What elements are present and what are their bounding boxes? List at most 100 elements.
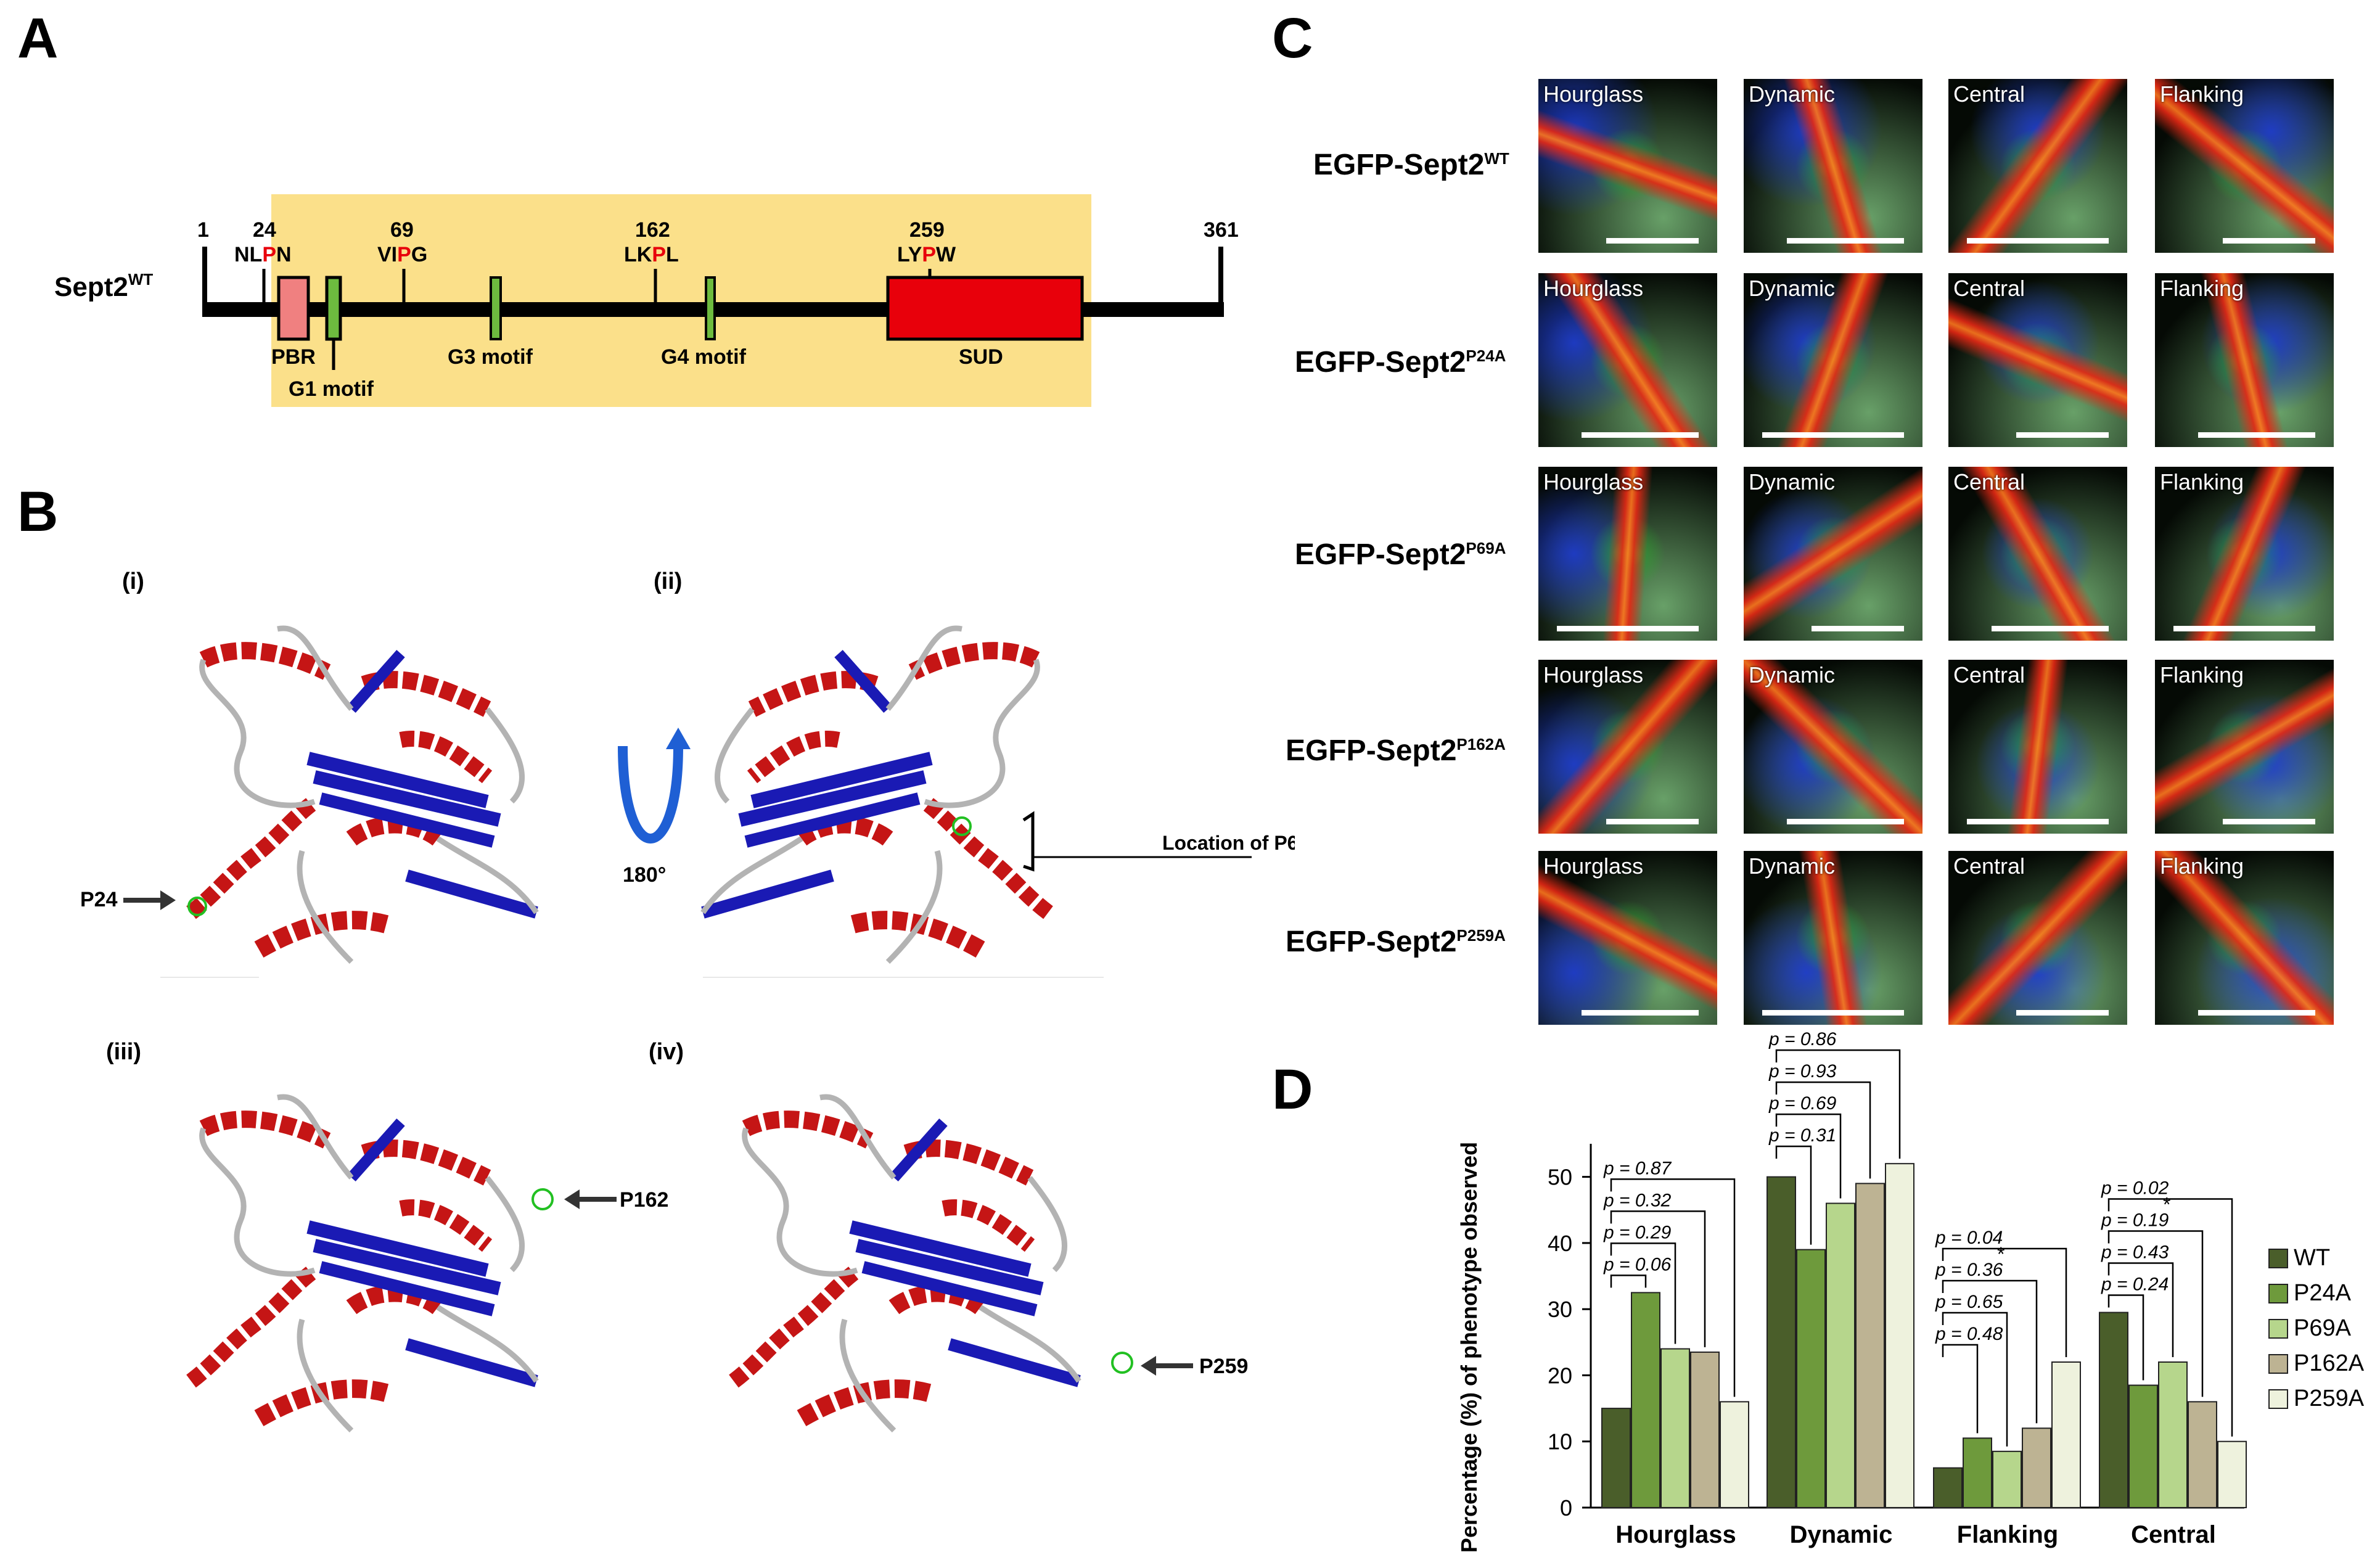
significance-bracket [1610,1275,1647,1288]
x-category-label: Central [2131,1521,2216,1548]
y-tick-label: 30 [1548,1297,1572,1322]
p162-residue [531,1188,554,1210]
column-label: Flanking [2160,662,2244,688]
micrograph-tile: Central [1948,79,2127,253]
site-24-motif: NLPN [234,243,292,266]
micrograph-tile: Central [1948,660,2127,834]
column-label: Flanking [2160,853,2244,879]
significance-bracket [2107,1294,2144,1381]
bar-p259a [1885,1163,1914,1508]
p-value-label: p = 0.86 [1768,1029,1837,1049]
p-value-label: p = 0.06 [1603,1254,1672,1275]
bar-p259a [1720,1401,1749,1508]
scale-bar [1967,238,2109,244]
row-label-p69a: EGFP-Sept2P69A [1295,538,1506,571]
rotation-arrow [618,745,683,844]
p-value-label: p = 0.04 [1935,1228,2003,1248]
significance-bracket [1775,1145,1812,1245]
bar-p69a [1826,1202,1855,1508]
micrograph-tile: Dynamic [1744,273,1922,447]
significance-bracket [1775,1113,1842,1199]
column-label: Dynamic [1749,662,1836,688]
micrograph-tile: Hourglass [1538,273,1717,447]
bar-p69a [1660,1348,1690,1508]
y-axis-label: Percentage (%) of phenotype observed [1456,1142,1482,1553]
legend-swatch [2268,1389,2288,1409]
micrograph-tile: Hourglass [1538,851,1717,1025]
p-value-label: p = 0.36 [1935,1260,2003,1280]
bar-wt [1767,1176,1796,1508]
g4-label: G4 motif [661,345,747,369]
g1-label: G1 motif [289,377,374,401]
micrograph-tile: Central [1948,467,2127,641]
legend-swatch [2268,1249,2288,1268]
significance-bracket [1610,1210,1706,1347]
domain-map: Sept2WT 1 361 24 NLPN 69 VIPG 162 LKPL 2… [54,194,1239,407]
significance-bracket [2107,1198,2233,1437]
g3-label: G3 motif [448,345,533,369]
legend-label: P69A [2294,1315,2352,1341]
scale-bar [1812,626,1904,631]
scale-bar [2016,1010,2109,1016]
view-iii-label: (iii) [106,1039,141,1065]
p-value-label: p = 0.29 [1603,1222,1672,1242]
micrograph-tile: Flanking [2155,660,2334,834]
p-value-label: p = 0.93 [1768,1061,1837,1082]
x-category-label: Hourglass [1615,1521,1736,1548]
y-tick-label: 20 [1548,1363,1572,1388]
micrograph-tile: Central [1948,273,2127,447]
x-category-label: Flanking [1957,1521,2058,1548]
scale-bar [1967,819,2109,824]
p-value-label: p = 0.32 [1603,1190,1672,1210]
site-162-num: 162 [635,218,670,242]
panel-c-letter: C [1272,7,1313,70]
p69-residue [952,816,972,836]
micrograph-tile: Hourglass [1538,467,1717,641]
column-label: Flanking [2160,81,2244,107]
end-position: 361 [1204,218,1239,242]
p-value-label: p = 0.69 [1768,1093,1837,1114]
row-label-wt: EGFP-Sept2WT [1313,149,1509,181]
g3-motif-box [490,276,502,340]
significance-bracket [2107,1230,2204,1397]
scale-bar [1606,238,1699,244]
column-label: Dynamic [1749,853,1836,879]
micrograph-tile: Hourglass [1538,660,1717,834]
bar-p24a [2128,1384,2158,1508]
significance-bracket [1942,1247,2067,1357]
scale-bar [1582,432,1699,438]
scale-bar [2173,626,2315,631]
legend-label: WT [2294,1245,2330,1271]
y-tick-label: 0 [1560,1495,1572,1521]
site-24-num: 24 [253,218,276,242]
p-value-label: p = 0.87 [1603,1158,1672,1178]
bar-p24a [1631,1292,1660,1508]
bar-p162a [2022,1427,2051,1508]
column-label: Dynamic [1749,276,1836,301]
bar-p259a [2217,1440,2247,1509]
significance-star: * [1997,1243,2005,1265]
structure-views: (i) (ii) (iii) (iv) P24 180° Location of… [80,569,1295,1560]
p69-label: Location of P69 [1162,832,1295,854]
micrograph-tile: Hourglass [1538,79,1717,253]
scale-bar [2016,432,2109,438]
p259-residue [1111,1352,1133,1374]
scale-bar [2198,1010,2315,1016]
p-value-label: p = 0.19 [2101,1210,2169,1231]
scale-bar [1787,238,1904,244]
significance-bracket [2107,1262,2174,1357]
micrograph-tile: Flanking [2155,467,2334,641]
column-label: Central [1953,662,2025,688]
significance-bracket [1610,1242,1676,1344]
legend-label: P259A [2294,1386,2365,1411]
row-label-p162a: EGFP-Sept2P162A [1286,734,1506,767]
y-tick-label: 40 [1548,1231,1572,1256]
start-position: 1 [197,218,209,242]
micrograph-tile: Dynamic [1744,660,1922,834]
significance-star: * [2163,1194,2170,1216]
micrograph-tile: Flanking [2155,273,2334,447]
legend-swatch [2268,1284,2288,1303]
site-259-num: 259 [909,218,945,242]
bar-wt [1601,1408,1631,1508]
column-label: Dynamic [1749,81,1836,107]
